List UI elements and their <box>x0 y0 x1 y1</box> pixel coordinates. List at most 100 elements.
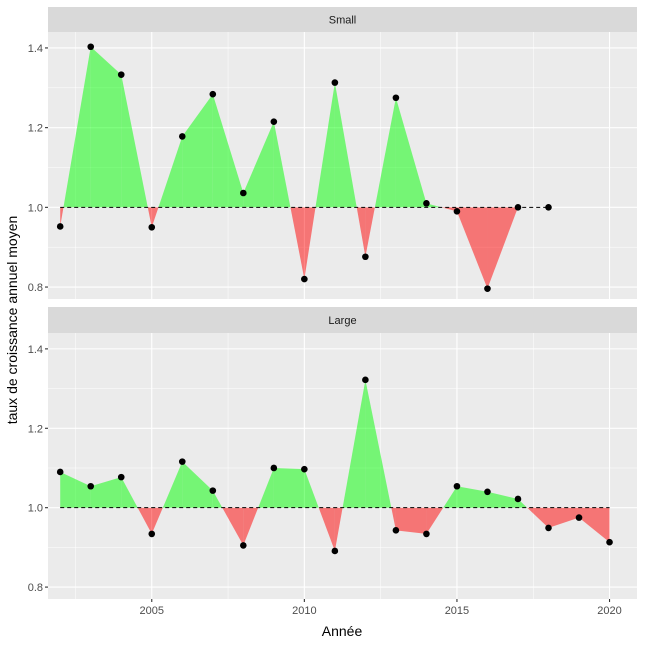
growth-area-above <box>162 461 183 508</box>
growth-area-below <box>318 507 335 551</box>
growth-area-above <box>121 74 148 208</box>
growth-area-above <box>63 46 91 208</box>
growth-area-below <box>243 507 259 546</box>
growth-area-below <box>456 207 488 289</box>
growth-area-below <box>426 507 444 534</box>
x-tick-label: 2010 <box>292 605 316 617</box>
data-point <box>453 208 461 215</box>
growth-area-above <box>365 379 392 508</box>
facet-label: Small <box>329 15 357 27</box>
data-point <box>148 530 156 538</box>
growth-area-above <box>212 94 244 208</box>
data-point <box>453 482 461 490</box>
growth-area-above <box>90 477 122 508</box>
data-point <box>240 189 247 197</box>
data-point <box>331 79 339 86</box>
growth-area-above <box>121 477 138 508</box>
growth-area-below <box>137 507 152 534</box>
growth-area-below <box>441 207 457 212</box>
y-tick-label: 1.2 <box>28 123 43 135</box>
facet-panel-large: Large 0.8 1.0 1.2 1.4 <box>28 307 637 599</box>
growth-area-below <box>487 207 518 289</box>
y-tick-label: 0.8 <box>28 582 43 594</box>
data-point <box>362 253 369 261</box>
data-point <box>117 71 125 78</box>
growth-area-above <box>182 94 213 208</box>
growth-area-above <box>158 136 183 208</box>
growth-area-above <box>273 467 305 508</box>
data-point <box>270 118 278 125</box>
y-axis-title: taux de croissance annuel moyen <box>4 216 20 425</box>
growth-area-below <box>151 207 159 228</box>
growth-area-below <box>395 507 427 534</box>
data-point <box>362 376 369 384</box>
growth-area-below <box>548 507 580 528</box>
y-tick-label: 1.4 <box>28 43 43 55</box>
data-point <box>423 530 430 538</box>
growth-area-below <box>290 207 305 280</box>
growth-area-below <box>527 507 549 528</box>
data-point <box>301 275 308 283</box>
facet-panel-small: Small 0.8 1.0 1.2 1.4 <box>28 7 637 299</box>
y-tick-label: 0.8 <box>28 282 43 294</box>
data-point <box>56 468 64 476</box>
data-point <box>209 90 217 98</box>
data-point <box>178 133 186 140</box>
data-point <box>514 495 522 503</box>
data-point <box>484 488 491 496</box>
facet-strip <box>48 307 637 333</box>
data-point <box>514 204 522 211</box>
y-tick-label: 1.4 <box>28 344 43 356</box>
data-point <box>392 527 400 534</box>
growth-area-above <box>60 471 91 508</box>
growth-area-below <box>147 207 152 228</box>
data-point <box>484 285 491 292</box>
growth-area-above <box>304 469 319 508</box>
data-point <box>148 223 156 231</box>
y-tick-label: 1.2 <box>28 423 43 435</box>
plot-panel <box>48 333 637 599</box>
growth-area-below <box>334 507 343 551</box>
growth-area-above <box>243 121 274 208</box>
data-point <box>301 465 308 473</box>
x-tick-label: 2015 <box>445 605 469 617</box>
x-tick-label: 2005 <box>140 605 164 617</box>
data-point <box>270 464 278 472</box>
data-point <box>545 204 552 211</box>
growth-area-below <box>304 207 316 280</box>
data-point <box>423 200 430 207</box>
growth-area-below <box>222 507 244 546</box>
data-point <box>87 43 95 51</box>
data-point <box>331 547 339 555</box>
growth-area-above <box>487 491 518 508</box>
x-axis-title: Année <box>322 623 363 639</box>
facet-label: Large <box>328 315 356 327</box>
growth-area-above <box>258 467 274 508</box>
growth-area-below <box>579 507 610 543</box>
growth-area-below <box>60 207 64 227</box>
growth-area-above <box>342 379 366 508</box>
data-point <box>56 223 64 230</box>
growth-area-below <box>391 507 396 531</box>
data-point <box>606 538 613 546</box>
growth-area-below <box>151 507 163 534</box>
growth-area-above <box>374 97 396 208</box>
data-point <box>392 94 400 102</box>
facet-strip <box>48 7 637 32</box>
growth-area-above <box>395 97 427 208</box>
growth-area-above <box>212 490 223 508</box>
growth-area-above <box>456 486 488 508</box>
growth-area-above <box>426 203 442 208</box>
data-point <box>240 542 247 549</box>
growth-area-below <box>356 207 366 257</box>
data-point <box>545 524 552 532</box>
y-tick-label: 1.0 <box>28 202 43 214</box>
data-point <box>575 514 583 521</box>
data-point <box>87 482 95 490</box>
growth-area-below <box>365 207 375 257</box>
data-point <box>117 473 125 481</box>
x-tick-label: 2020 <box>597 605 621 617</box>
growth-area-above <box>273 121 291 208</box>
growth-area-above <box>182 461 213 508</box>
